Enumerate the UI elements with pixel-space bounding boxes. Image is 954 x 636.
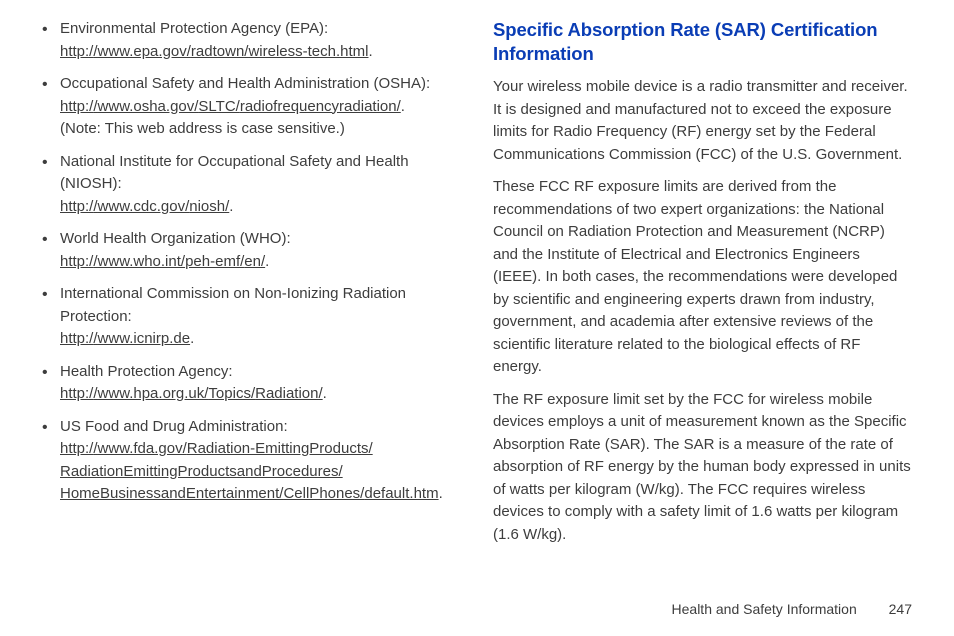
item-trail: . xyxy=(401,98,405,115)
item-trail: . xyxy=(323,385,327,402)
item-note: (Note: This web address is case sensitiv… xyxy=(60,118,461,141)
page-footer: Health and Safety Information 247 xyxy=(672,599,912,620)
resource-link[interactable]: http://www.hpa.org.uk/Topics/Radiation/ xyxy=(60,385,323,402)
item-label: National Institute for Occupational Safe… xyxy=(60,151,461,196)
item-trail: . xyxy=(369,43,373,60)
item-label: International Commission on Non-Ionizing… xyxy=(60,283,461,328)
page-columns: Environmental Protection Agency (EPA): ht… xyxy=(42,18,912,578)
list-item: World Health Organization (WHO):http://w… xyxy=(42,228,461,273)
item-link-line: http://www.who.int/peh-emf/en/. xyxy=(60,251,461,274)
section-heading: Specific Absorption Rate (SAR) Certifica… xyxy=(493,18,912,66)
item-link-line: http://www.epa.gov/radtown/wireless-tech… xyxy=(60,41,461,64)
resource-link[interactable]: http://www.who.int/peh-emf/en/ xyxy=(60,253,265,270)
item-label: US Food and Drug Administration: xyxy=(60,416,461,439)
item-trail: . xyxy=(265,253,269,270)
body-paragraph: These FCC RF exposure limits are derived… xyxy=(493,176,912,379)
resource-link[interactable]: http://www.icnirp.de xyxy=(60,330,190,347)
item-label: Environmental Protection Agency (EPA): xyxy=(60,18,461,41)
resource-list: Environmental Protection Agency (EPA): ht… xyxy=(42,18,461,506)
item-trail: . xyxy=(439,485,443,502)
item-label: World Health Organization (WHO): xyxy=(60,228,461,251)
page-number: 247 xyxy=(889,601,912,617)
item-link-line: http://www.osha.gov/SLTC/radiofrequencyr… xyxy=(60,96,461,119)
resource-link[interactable]: http://www.fda.gov/Radiation-EmittingPro… xyxy=(60,440,439,502)
list-item: US Food and Drug Administration:http://w… xyxy=(42,416,461,506)
list-item: Health Protection Agency:http://www.hpa.… xyxy=(42,361,461,406)
item-label: Health Protection Agency: xyxy=(60,361,461,384)
resource-link[interactable]: http://www.epa.gov/radtown/wireless-tech… xyxy=(60,43,369,60)
item-link-line: http://www.icnirp.de. xyxy=(60,328,461,351)
body-paragraph: The RF exposure limit set by the FCC for… xyxy=(493,389,912,547)
left-column: Environmental Protection Agency (EPA): ht… xyxy=(42,18,461,578)
list-item: International Commission on Non-Ionizing… xyxy=(42,283,461,351)
item-link-line: http://www.cdc.gov/niosh/. xyxy=(60,196,461,219)
list-item: National Institute for Occupational Safe… xyxy=(42,151,461,219)
body-paragraph: Your wireless mobile device is a radio t… xyxy=(493,76,912,166)
footer-section: Health and Safety Information xyxy=(672,601,857,617)
item-link-line: http://www.hpa.org.uk/Topics/Radiation/. xyxy=(60,383,461,406)
list-item: Occupational Safety and Health Administr… xyxy=(42,73,461,141)
right-column: Specific Absorption Rate (SAR) Certifica… xyxy=(493,18,912,578)
item-link-line: http://www.fda.gov/Radiation-EmittingPro… xyxy=(60,438,461,506)
item-trail: . xyxy=(229,198,233,215)
item-trail: . xyxy=(190,330,194,347)
resource-link[interactable]: http://www.cdc.gov/niosh/ xyxy=(60,198,229,215)
resource-link[interactable]: http://www.osha.gov/SLTC/radiofrequencyr… xyxy=(60,98,401,115)
item-label: Occupational Safety and Health Administr… xyxy=(60,73,461,96)
list-item: Environmental Protection Agency (EPA): ht… xyxy=(42,18,461,63)
